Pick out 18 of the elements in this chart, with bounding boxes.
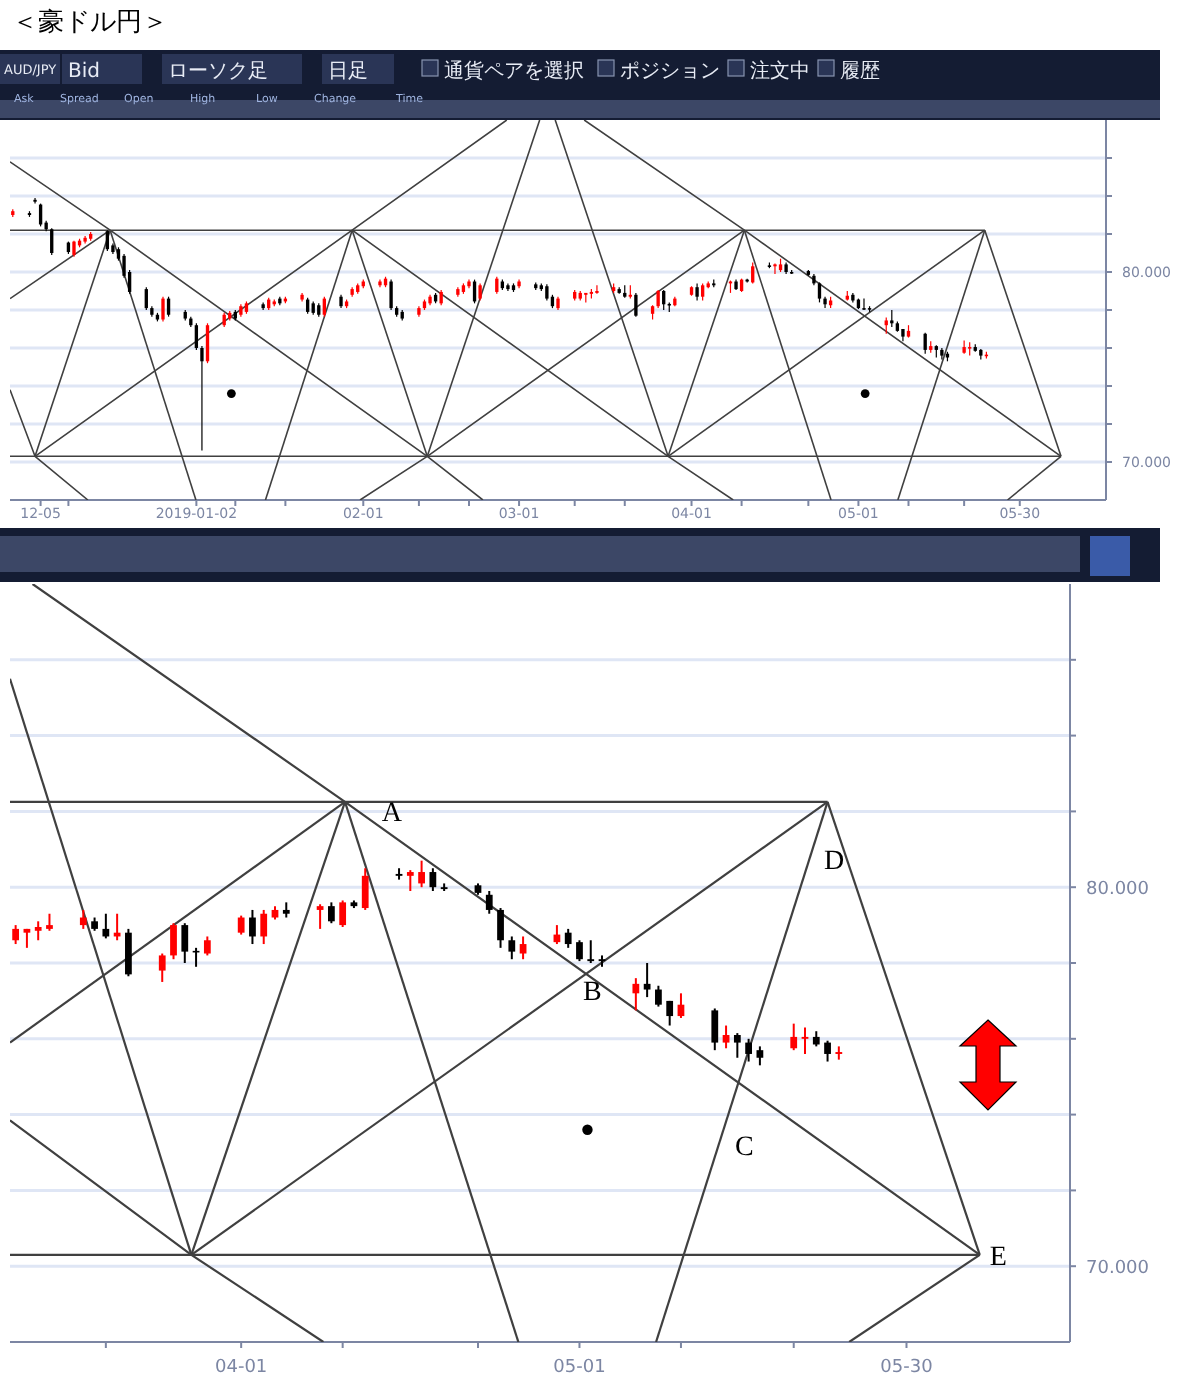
text: 注文中 (750, 59, 810, 83)
text: 通貨ペアを選択 (444, 59, 584, 83)
text: ローソク足 (168, 61, 268, 83)
x-tick-label: 04-01 (215, 1358, 268, 1378)
y-tick-label: 70.000 (1086, 1258, 1150, 1279)
text: Bid (68, 61, 100, 83)
annotation: C (735, 1132, 754, 1163)
text: 日足 (328, 61, 368, 83)
annotation: B (582, 977, 602, 1008)
annotation: D (823, 846, 845, 877)
x-tick-label: 05-30 (880, 1358, 934, 1378)
text: ポジション (620, 61, 720, 83)
y-tick-label: 80.000 (1086, 879, 1150, 900)
annotation: A (381, 799, 404, 830)
annotation: E (989, 1242, 1007, 1273)
text: 履歴 (840, 61, 880, 83)
x-tick-label: 05-01 (553, 1358, 606, 1378)
chart-title: ＜豪ドル円＞ (12, 8, 168, 38)
